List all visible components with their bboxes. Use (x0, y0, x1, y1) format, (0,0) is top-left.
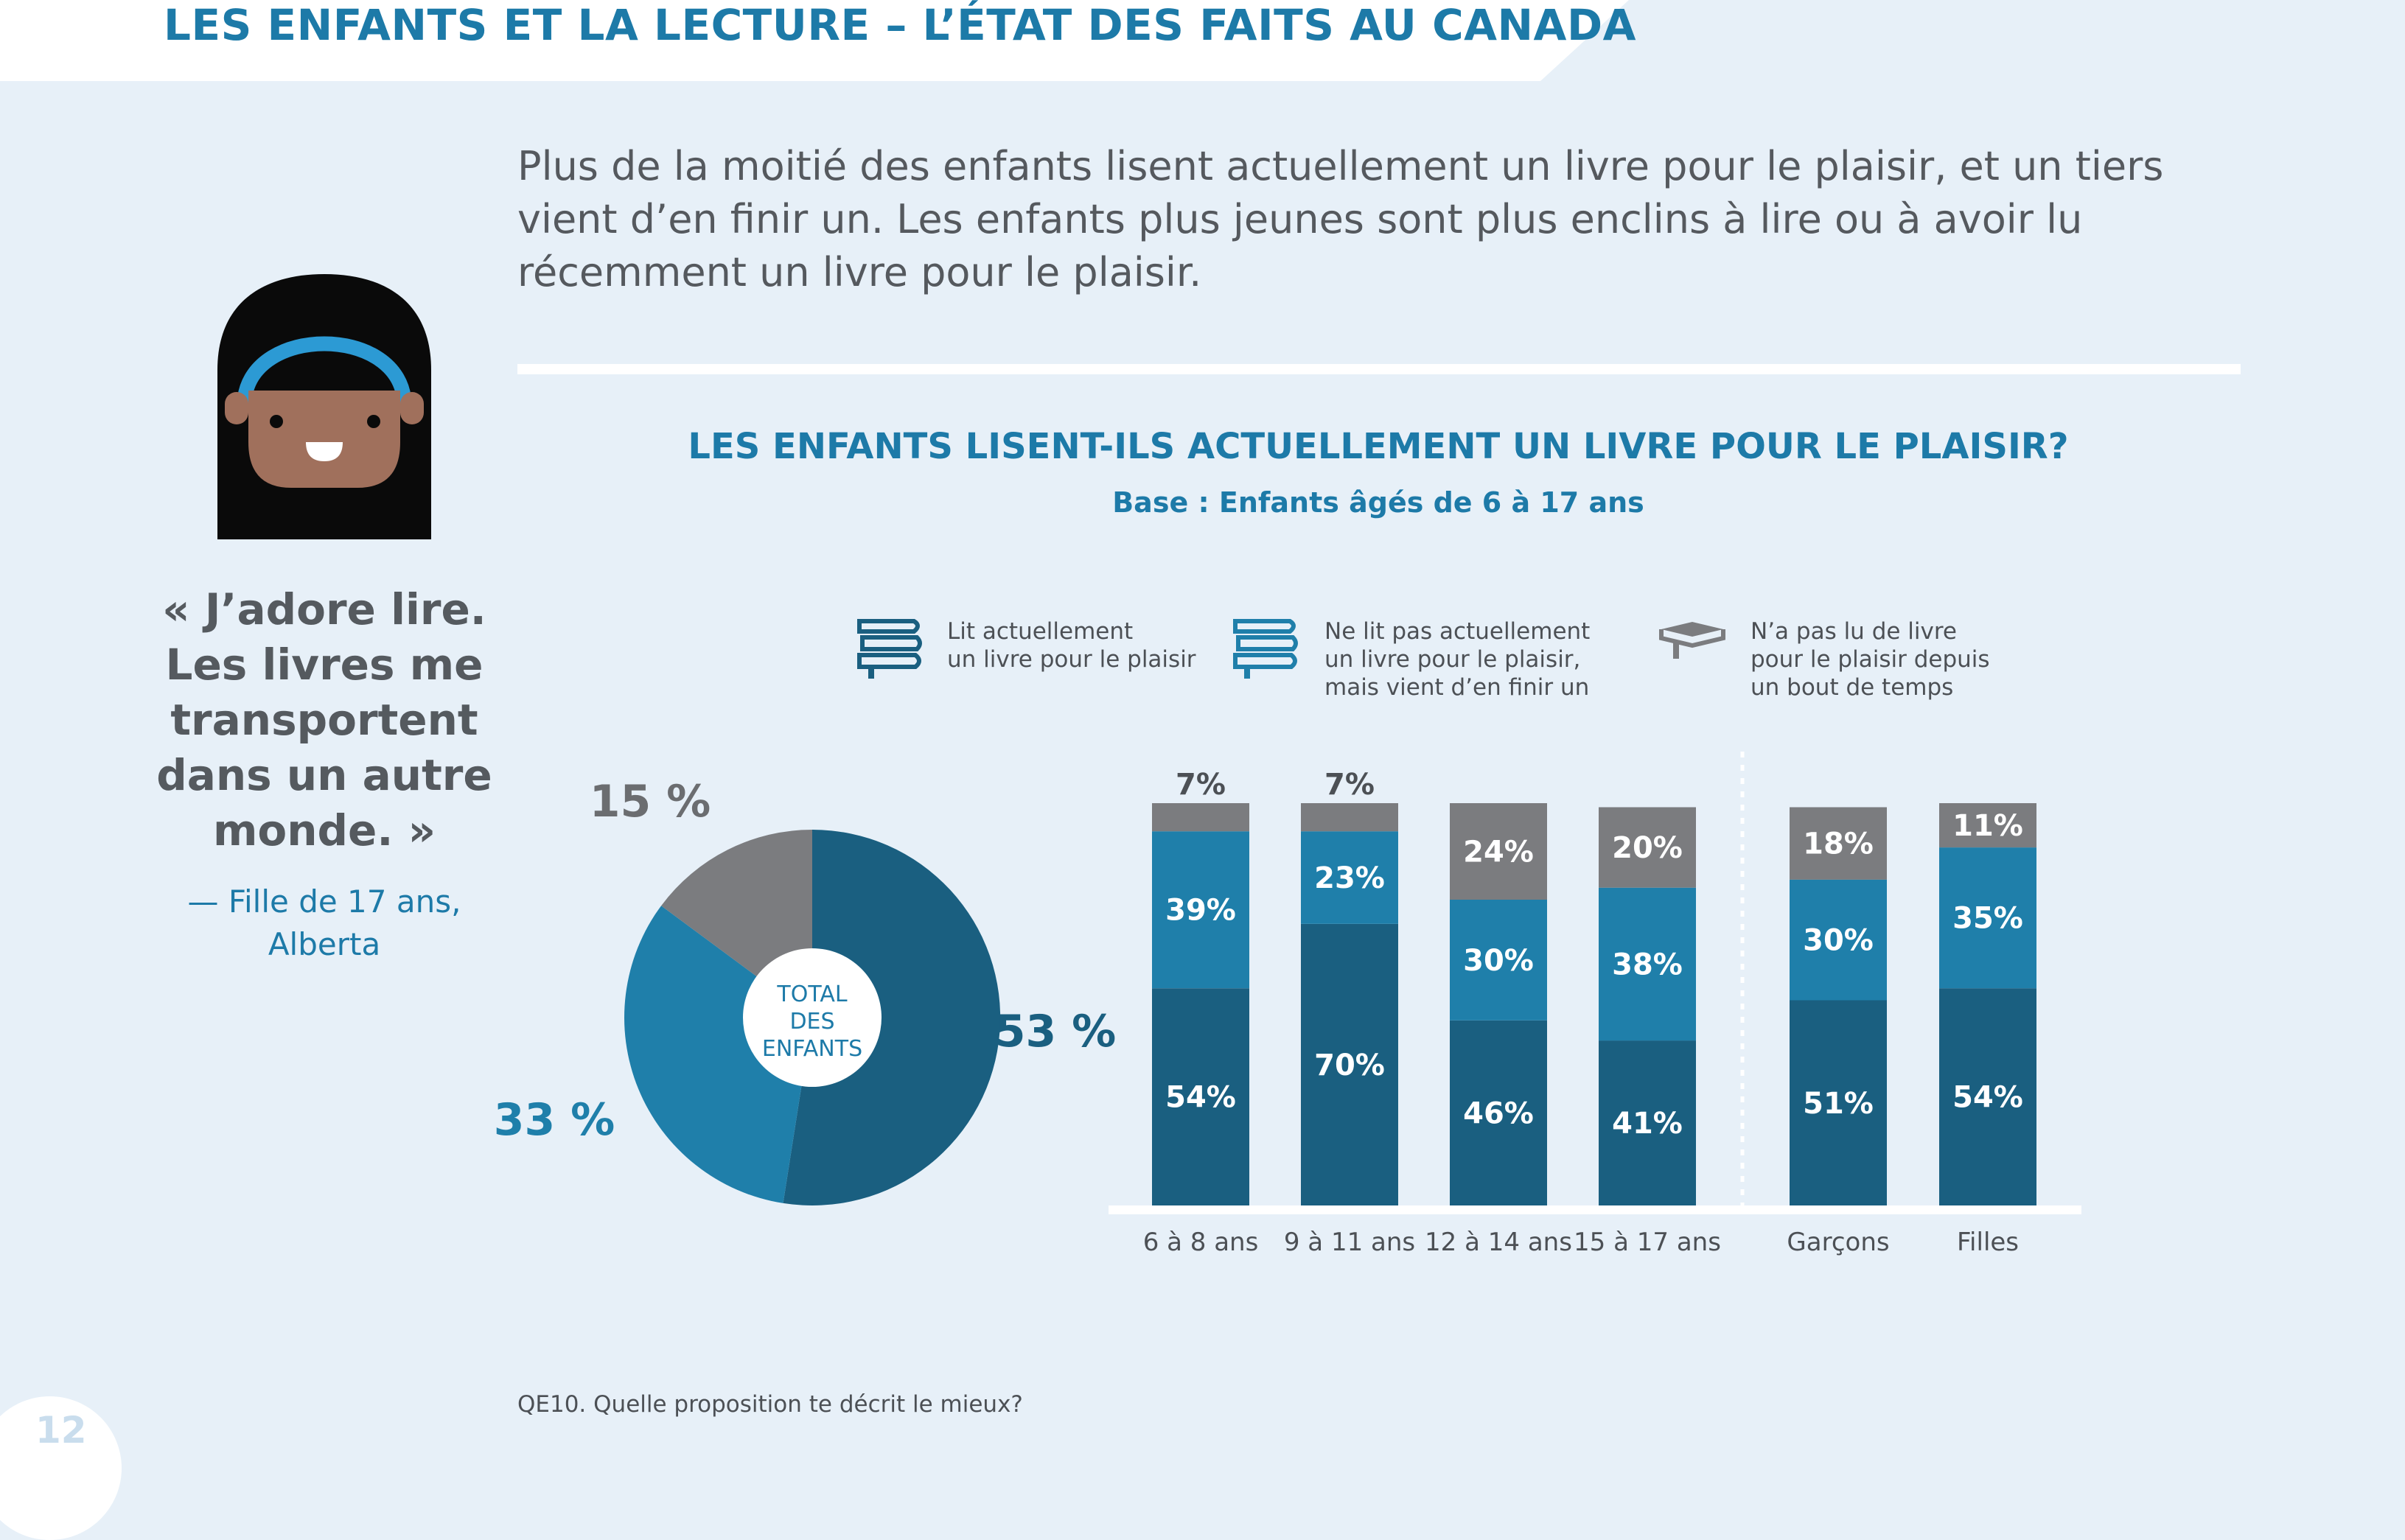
stacked-bar-chart: 54% 39% 7% 6 à 8 ans 70% 23% 7% 9 à 11 ans 46% 30… (1109, 752, 2081, 1257)
x-tick-label: Garçons (1787, 1228, 1889, 1257)
bar-value-label: 7% (1324, 768, 1375, 802)
bar-value-label: 51% (1803, 1087, 1874, 1121)
bar-value-label: 41% (1612, 1107, 1683, 1141)
bar-value-label: 70% (1314, 1049, 1385, 1082)
chart-subtitle: Base : Enfants âgés de 6 à 17 ans (1112, 486, 1644, 519)
x-tick-label: Filles (1957, 1228, 2019, 1257)
bar-segment (1450, 900, 1547, 1021)
girl-avatar-icon (217, 274, 431, 539)
legend-label-finished: Ne lit pas actuellement un livre pour le… (1324, 617, 1590, 701)
attribution-line: — Fille de 17 ans, (187, 883, 461, 920)
bar-value-label: 54% (1165, 1081, 1236, 1115)
x-axis (1109, 1205, 2081, 1214)
bar-segment (1450, 803, 1547, 900)
legend-label-not-read: N’a pas lu de livre pour le plaisir depu… (1750, 617, 1990, 701)
bar-segment (1939, 847, 2036, 989)
bar-value-label: 46% (1463, 1096, 1534, 1130)
legend-line: Ne lit pas actuellement (1324, 618, 1591, 645)
legend-item-finished (1229, 615, 1300, 685)
bar-value-label: 35% (1952, 902, 2023, 936)
bar-segment (1301, 831, 1398, 924)
bar-segment (1939, 803, 2036, 848)
bar-segment (1790, 807, 1887, 880)
bar-value-label: 20% (1612, 831, 1683, 865)
legend-line: mais vient d’en finir un (1324, 674, 1590, 701)
bar-segment (1152, 831, 1249, 989)
quote-attribution: — Fille de 17 ans, Alberta (111, 881, 538, 966)
donut-center-label: TOTAL (776, 981, 847, 1007)
bar-segment (1599, 887, 1696, 1041)
x-tick-label: 12 à 14 ans (1425, 1228, 1572, 1257)
legend-item-not-read (1658, 617, 1726, 665)
x-tick-label: 15 à 17 ans (1574, 1228, 1721, 1257)
quote-line: monde. » (212, 805, 436, 855)
donut-center-label: ENFANTS (762, 1036, 862, 1062)
books-stack-icon (857, 619, 922, 679)
attribution-line: Alberta (268, 926, 381, 962)
bar-segment (1599, 807, 1696, 888)
intro-paragraph: Plus de la moitié des enfants lisent act… (517, 143, 2164, 295)
pie-slice-label: 33 % (494, 1094, 615, 1146)
bar-value-label: 54% (1952, 1081, 2023, 1115)
pie-slice-label: 53 % (995, 1006, 1117, 1057)
bar-segment (1790, 879, 1887, 1001)
legend-line: N’a pas lu de livre (1750, 618, 1957, 645)
divider (517, 364, 2241, 374)
header-banner (0, 0, 1629, 81)
x-tick-label: 6 à 8 ans (1143, 1228, 1259, 1257)
page-number: 12 (35, 1409, 87, 1452)
books-stack-icon (1233, 619, 1298, 679)
quote-line: dans un autre (156, 750, 492, 800)
x-tick-label: 9 à 11 ans (1284, 1228, 1415, 1257)
bar-segment (1301, 803, 1398, 832)
bar-value-label: 30% (1803, 924, 1874, 958)
bar-segment (1450, 1020, 1547, 1205)
pie-slice (624, 906, 812, 1203)
donut-hole (743, 948, 882, 1087)
bar-value-label: 18% (1803, 827, 1874, 861)
pie-slice (783, 829, 1001, 1205)
quote-line: Les livres me (165, 640, 484, 690)
quote: « J’adore lire. Les livres me transporte… (111, 582, 538, 858)
bar-value-label: 11% (1952, 809, 2023, 843)
bar-value-label: 39% (1165, 894, 1236, 928)
footnote: QE10. Quelle proposition te décrit le mi… (517, 1391, 1023, 1418)
bar-segment (1790, 1000, 1887, 1205)
legend-label-reading: Lit actuellement un livre pour le plaisi… (947, 617, 1196, 673)
bar-value-label: 38% (1612, 948, 1683, 981)
bar-segment (1152, 988, 1249, 1205)
page-title: LES ENFANTS ET LA LECTURE – L’ÉTAT DES F… (164, 0, 1636, 50)
legend-line: un bout de temps (1750, 674, 1954, 701)
legend-line: un livre pour le plaisir, (1324, 646, 1581, 673)
donut-center-label: DES (789, 1009, 834, 1035)
bar-segment (1301, 923, 1398, 1205)
bar-segment (1599, 1040, 1696, 1205)
legend-item-reading (854, 615, 924, 685)
quote-line: transportent (170, 695, 478, 745)
chart-title: LES ENFANTS LISENT-ILS ACTUELLEMENT UN L… (688, 426, 2069, 467)
bar-value-label: 23% (1314, 861, 1385, 895)
bar-value-label: 7% (1176, 768, 1226, 802)
open-book-icon (1659, 622, 1725, 659)
bar-value-label: 30% (1463, 944, 1534, 978)
legend-line: Lit actuellement (947, 618, 1134, 645)
legend-line: pour le plaisir depuis (1750, 646, 1990, 673)
legend-line: un livre pour le plaisir (947, 646, 1196, 673)
bar-segment (1152, 803, 1249, 832)
pie-slice-label: 15 % (590, 776, 711, 827)
bar-segment (1939, 988, 2036, 1205)
bar-value-label: 24% (1463, 836, 1534, 869)
quote-line: « J’adore lire. (162, 584, 486, 634)
